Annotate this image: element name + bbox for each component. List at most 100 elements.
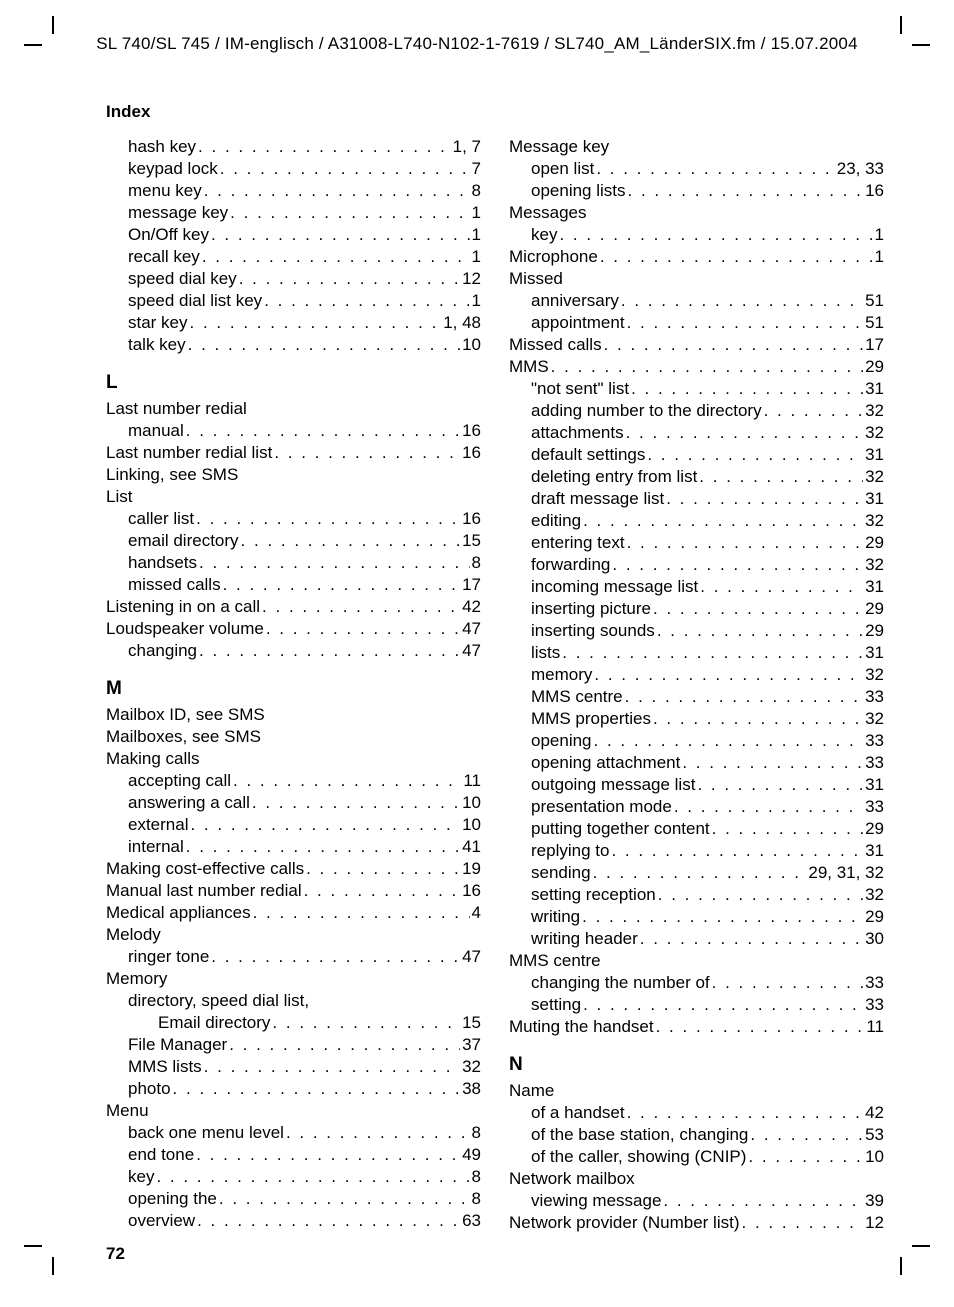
leader-dots [661, 1190, 863, 1212]
index-entry-term: Network provider (Number list) [509, 1212, 740, 1234]
index-entry-pages: 63 [460, 1210, 481, 1232]
index-entry-pages: 32 [863, 400, 884, 422]
index-entry: File Manager37 [106, 1034, 481, 1056]
index-entry-term: keypad lock [128, 158, 218, 180]
index-entry-term: On/Off key [128, 224, 209, 246]
index-entry-pages: 15 [460, 1012, 481, 1034]
index-entry: internal41 [106, 836, 481, 858]
index-entry: Microphone 1 [509, 246, 884, 268]
leader-dots [581, 994, 863, 1016]
index-entry: opening lists16 [509, 180, 884, 202]
index-entry-pages: 29 [863, 906, 884, 928]
index-entry-term: email directory [128, 530, 239, 552]
index-entry-term: external [128, 814, 188, 836]
index-entry: menu key8 [106, 180, 481, 202]
index-entry-term: Microphone [509, 246, 598, 268]
index-entry: manual16 [106, 420, 481, 442]
index-entry-pages: 39 [863, 1190, 884, 1212]
leader-dots [656, 884, 863, 906]
index-entry-term: speed dial key [128, 268, 237, 290]
index-entry: Making calls [106, 748, 481, 770]
index-section-letter: N [509, 1054, 884, 1076]
index-entry: external10 [106, 814, 481, 836]
index-columns: hash key1, 7keypad lock7menu key8message… [62, 136, 892, 1234]
index-entry-pages: 10 [863, 1146, 884, 1168]
index-entry-pages: 47 [460, 618, 481, 640]
index-entry-pages: 37 [460, 1034, 481, 1056]
index-entry-pages: 33 [863, 972, 884, 994]
leader-dots [251, 902, 470, 924]
index-entry-pages: 1 [873, 224, 884, 246]
leader-dots [624, 422, 863, 444]
index-entry-pages: 32 [863, 708, 884, 730]
index-entry: Email directory15 [106, 1012, 481, 1034]
index-entry: Last number redial [106, 398, 481, 420]
index-entry-term: speed dial list key [128, 290, 262, 312]
index-entry-pages: 7 [470, 158, 481, 180]
leader-dots [626, 180, 864, 202]
index-entry: memory32 [509, 664, 884, 686]
index-entry: lists31 [509, 642, 884, 664]
leader-dots [284, 1122, 470, 1144]
leader-dots [154, 1166, 469, 1188]
index-entry-term: ringer tone [128, 946, 209, 968]
index-entry: Missed calls17 [509, 334, 884, 356]
index-entry-pages: 32 [863, 884, 884, 906]
index-entry-term: incoming message list [531, 576, 698, 598]
index-entry-term: photo [128, 1078, 171, 1100]
index-entry-pages: 33 [863, 752, 884, 774]
leader-dots [762, 400, 863, 422]
index-entry: keypad lock 7 [106, 158, 481, 180]
index-entry: MMS centre33 [509, 686, 884, 708]
index-entry-term: inserting sounds [531, 620, 655, 642]
index-entry-pages: 8 [470, 1122, 481, 1144]
index-entry: Melody [106, 924, 481, 946]
index-entry-term: writing header [531, 928, 638, 950]
leader-dots [218, 158, 470, 180]
leader-dots [609, 840, 863, 862]
leader-dots [748, 1124, 863, 1146]
index-entry-term: star key [128, 312, 188, 334]
leader-dots [195, 1210, 460, 1232]
index-entry: Loudspeaker volume47 [106, 618, 481, 640]
index-entry-pages: 8 [470, 1166, 481, 1188]
index-entry-term: setting [531, 994, 581, 1016]
index-entry-term: Making cost-effective calls [106, 858, 304, 880]
index-entry-term: draft message list [531, 488, 664, 510]
index-entry: open list23, 33 [509, 158, 884, 180]
index-entry-term: adding number to the directory [531, 400, 762, 422]
leader-dots [695, 774, 863, 796]
leader-dots [697, 466, 863, 488]
index-entry: end tone49 [106, 1144, 481, 1166]
leader-dots [710, 818, 863, 840]
index-entry-pages: 42 [863, 1102, 884, 1124]
leader-dots [591, 862, 807, 884]
index-entry-pages: 12 [863, 1212, 884, 1234]
leader-dots [623, 686, 863, 708]
index-entry: of the base station, changing53 [509, 1124, 884, 1146]
index-entry-pages: 16 [863, 180, 884, 202]
index-entry: opening the8 [106, 1188, 481, 1210]
index-entry: of the caller, showing (CNIP)10 [509, 1146, 884, 1168]
index-entry-term: Memory [106, 968, 167, 990]
index-entry: Name [509, 1080, 884, 1102]
leader-dots [209, 224, 470, 246]
index-entry-pages: 10 [460, 792, 481, 814]
index-entry-pages: 29 [863, 620, 884, 642]
index-entry-term: answering a call [128, 792, 250, 814]
index-entry-pages: 1, 7 [451, 136, 481, 158]
page-container: SL 740/SL 745 / IM-englisch / A31008-L74… [0, 0, 954, 1304]
index-entry-pages: 53 [863, 1124, 884, 1146]
index-entry-term: List [106, 486, 132, 508]
index-entry: Missed [509, 268, 884, 290]
leader-dots [629, 378, 863, 400]
leader-dots [598, 246, 873, 268]
index-entry: caller list16 [106, 508, 481, 530]
index-entry: Medical appliances4 [106, 902, 481, 924]
index-entry: speed dial key12 [106, 268, 481, 290]
index-entry-term: Linking, see SMS [106, 464, 238, 486]
index-entry: MMS lists32 [106, 1056, 481, 1078]
index-entry-term: opening [531, 730, 592, 752]
index-entry-term: changing [128, 640, 197, 662]
leader-dots [651, 598, 863, 620]
